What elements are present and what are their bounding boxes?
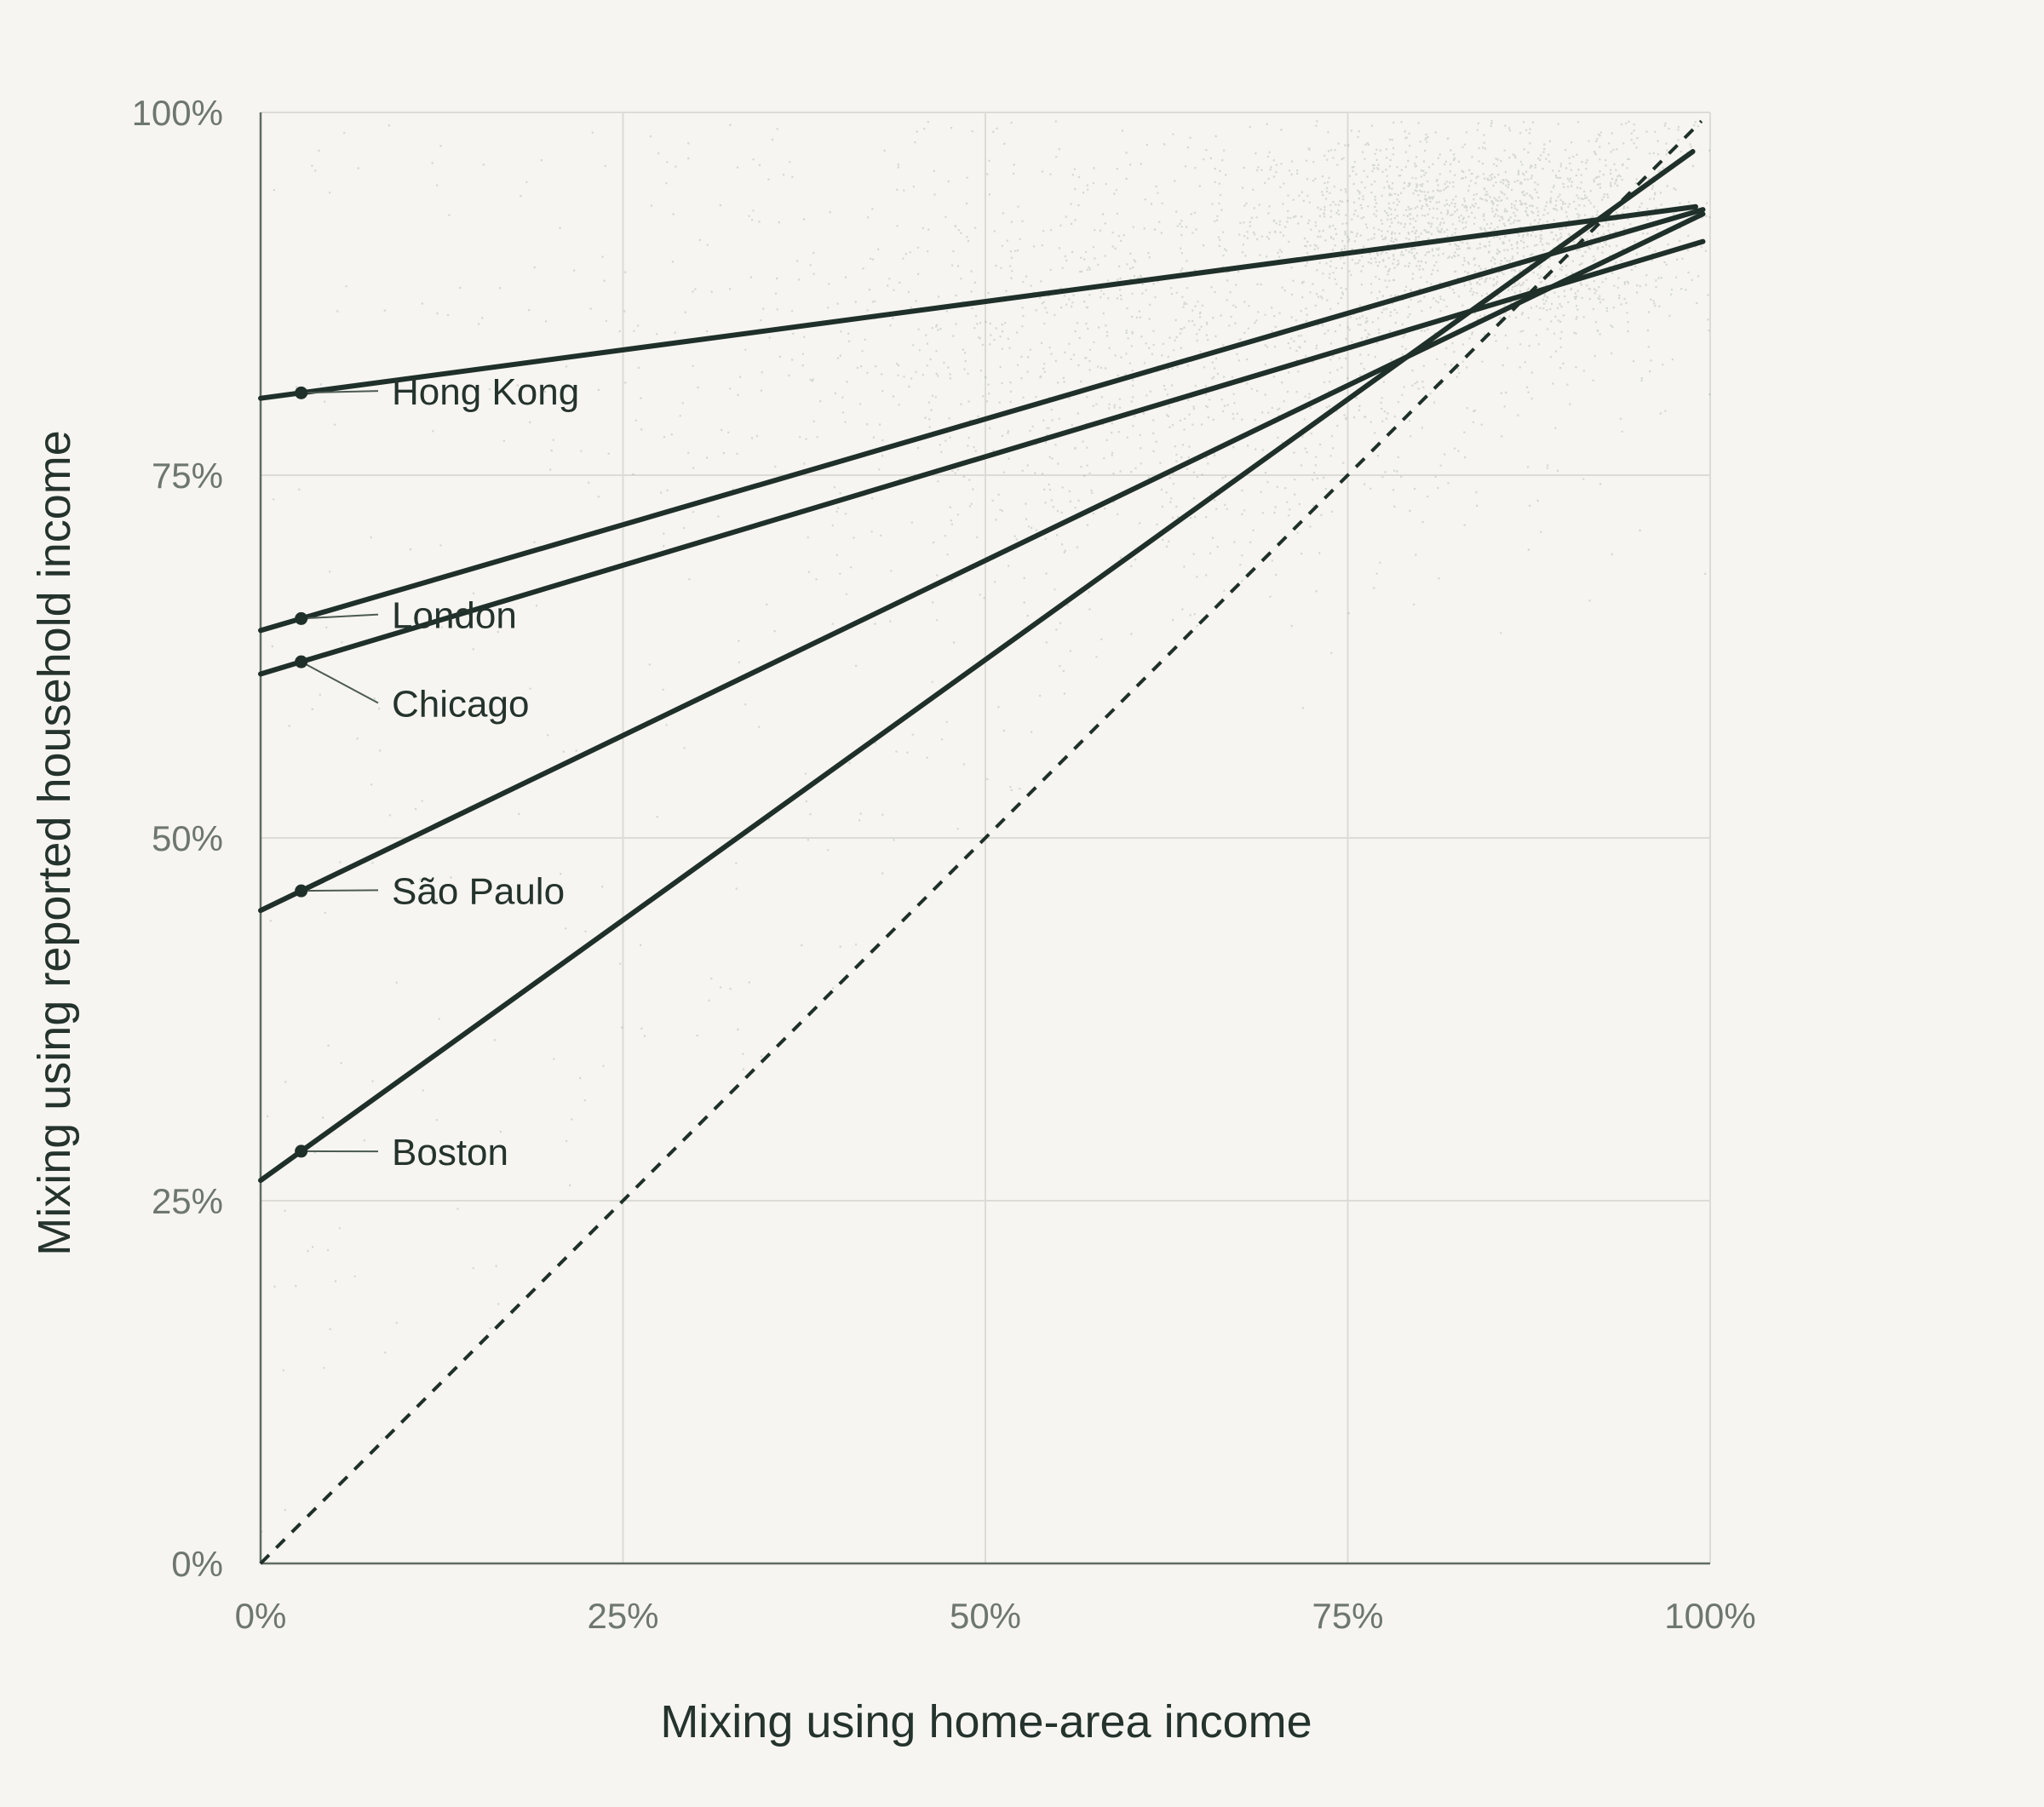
fit-line-hong-kong: [258, 204, 1698, 401]
marker-london: [295, 611, 308, 625]
label-boston: Boston: [392, 1132, 508, 1173]
city-labels: Hong Kong London Chicago São Paulo Boston: [295, 371, 579, 1173]
x-tick-label: 75%: [1312, 1596, 1383, 1636]
axes: [259, 112, 1710, 1565]
x-tick-label: 50%: [950, 1596, 1021, 1636]
label-chicago: Chicago: [392, 684, 529, 726]
fit-line-boston: [258, 149, 1696, 1184]
y-tick-label: 25%: [152, 1181, 223, 1221]
y-tick-label: 75%: [152, 456, 223, 496]
fit-line-london: [258, 207, 1706, 634]
x-tick-label: 25%: [587, 1596, 658, 1636]
equality-diagonal: [259, 119, 1703, 1565]
leader-line-sao-paulo: [301, 889, 379, 892]
leader-line-london: [301, 613, 379, 620]
y-tick-label: 0%: [171, 1544, 223, 1584]
y-axis-title: Mixing using reported household income: [29, 430, 80, 1256]
fit-lines: [258, 149, 1706, 1184]
x-tick-label: 0%: [235, 1596, 287, 1636]
y-tick-label: 50%: [152, 818, 223, 858]
label-hong-kong: Hong Kong: [392, 371, 579, 413]
marker-sao-paulo: [295, 884, 308, 898]
tick-labels: 0% 0% 25% 25% 50% 50% 75% 75% 100% 100%: [132, 93, 1756, 1636]
x-tick-label: 100%: [1664, 1596, 1755, 1636]
label-sao-paulo: São Paulo: [392, 870, 565, 912]
label-london: London: [392, 595, 517, 637]
reference-diagonal: [259, 119, 1703, 1565]
leader-line-chicago: [301, 661, 379, 704]
leader-line-hong-kong: [301, 390, 379, 394]
marker-hong-kong: [295, 386, 308, 399]
marker-chicago: [295, 655, 308, 668]
fit-line-sao-paulo: [258, 211, 1706, 914]
fit-line-chicago: [258, 238, 1706, 677]
marker-boston: [295, 1144, 308, 1158]
y-tick-label: 100%: [132, 93, 223, 133]
x-axis-title: Mixing using home-area income: [660, 1696, 1312, 1747]
